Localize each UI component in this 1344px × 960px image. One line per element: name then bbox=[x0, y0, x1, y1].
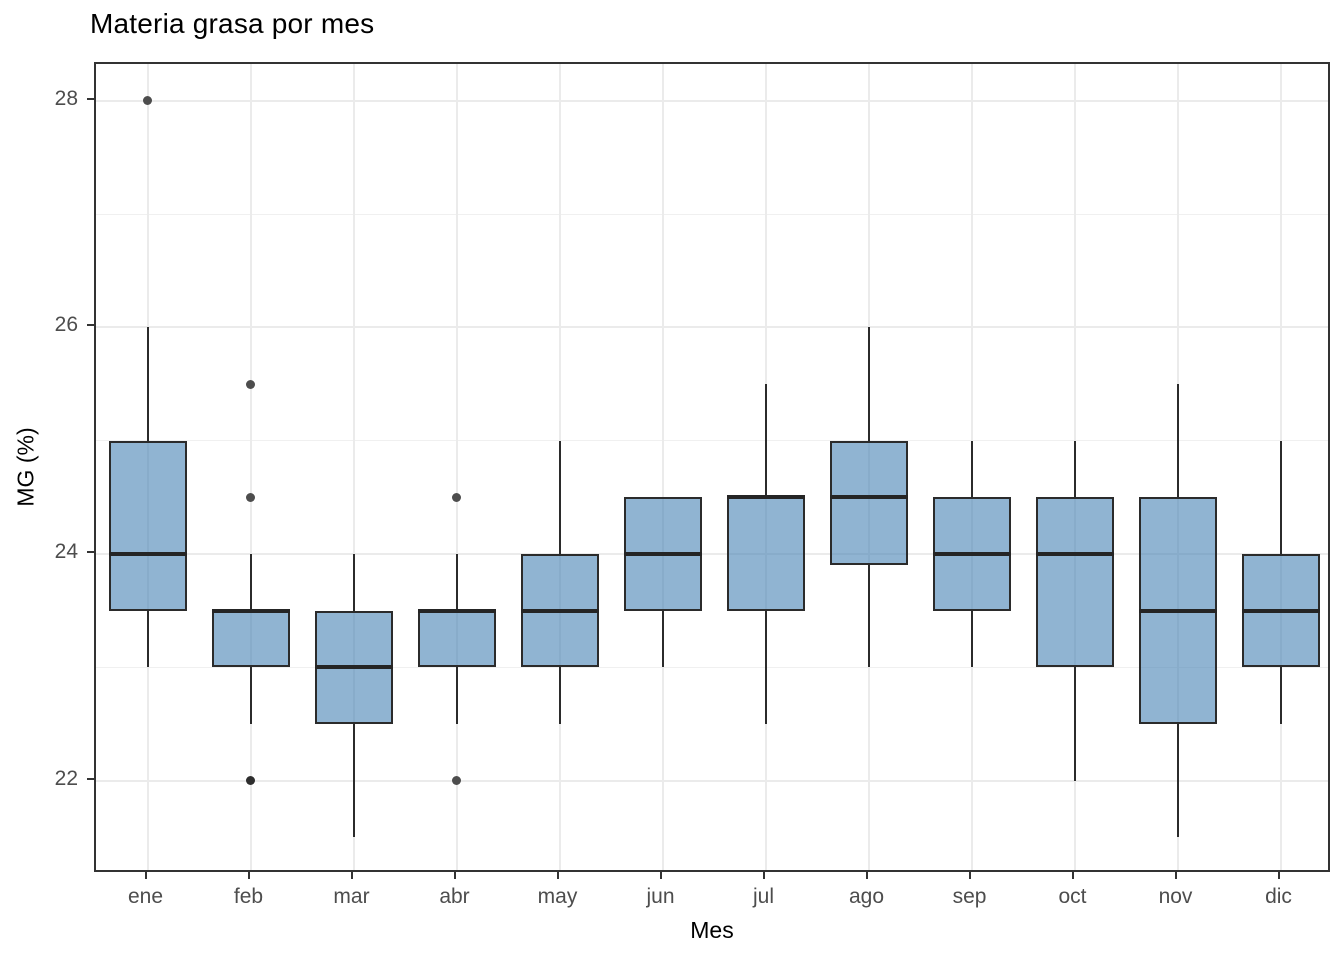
x-tick-mark bbox=[968, 872, 971, 879]
median-line bbox=[417, 608, 496, 613]
upper-whisker bbox=[1176, 384, 1179, 498]
lower-whisker bbox=[867, 565, 870, 668]
outlier-point bbox=[143, 96, 152, 106]
gridline-major-vertical bbox=[455, 64, 458, 870]
x-tick-mark bbox=[1071, 872, 1074, 879]
y-tick-mark bbox=[87, 324, 94, 327]
lower-whisker bbox=[1176, 723, 1179, 838]
boxplot-box bbox=[726, 497, 805, 611]
y-axis-title: MG (%) bbox=[12, 427, 39, 507]
gridline-major-vertical bbox=[661, 64, 664, 870]
x-tick-label: sep bbox=[952, 885, 987, 908]
outlier-point bbox=[246, 379, 255, 389]
lower-whisker bbox=[661, 610, 664, 668]
x-tick-mark bbox=[762, 872, 765, 879]
y-tick-label: 24 bbox=[54, 539, 78, 563]
y-tick-label: 26 bbox=[54, 313, 78, 337]
x-tick-mark bbox=[865, 872, 868, 879]
outlier-point bbox=[452, 776, 461, 786]
outlier-point bbox=[246, 776, 255, 786]
x-tick-mark bbox=[659, 872, 662, 879]
boxplot-box bbox=[108, 440, 187, 611]
x-tick-mark bbox=[556, 872, 559, 879]
gridline-minor-horizontal bbox=[96, 666, 1328, 668]
lower-whisker bbox=[764, 610, 767, 724]
x-tick-label: may bbox=[537, 885, 578, 908]
lower-whisker bbox=[249, 667, 252, 724]
lower-whisker bbox=[352, 723, 355, 838]
gridline-major-horizontal bbox=[96, 779, 1328, 782]
median-line bbox=[314, 665, 393, 670]
boxplot-box bbox=[829, 440, 908, 566]
median-line bbox=[520, 608, 599, 613]
upper-whisker bbox=[558, 440, 561, 554]
median-line bbox=[108, 551, 187, 556]
upper-whisker bbox=[1073, 440, 1076, 498]
outlier-point bbox=[452, 492, 461, 502]
x-axis-title: Mes bbox=[690, 917, 734, 943]
x-tick-label: abr bbox=[439, 885, 470, 908]
gridline-major-horizontal bbox=[96, 326, 1328, 329]
gridline-major-vertical bbox=[352, 64, 355, 870]
gridline-minor-horizontal bbox=[96, 213, 1328, 215]
median-line bbox=[932, 551, 1011, 556]
lower-whisker bbox=[1279, 667, 1282, 724]
plot-panel bbox=[94, 62, 1330, 872]
plot-title: Materia grasa por mes bbox=[90, 8, 375, 39]
y-tick-mark bbox=[87, 97, 94, 100]
x-tick-label: ago bbox=[848, 885, 885, 908]
x-tick-label: jun bbox=[646, 885, 675, 908]
x-tick-label: jul bbox=[752, 885, 774, 908]
upper-whisker bbox=[249, 553, 252, 611]
x-tick-label: nov bbox=[1158, 885, 1193, 908]
median-line bbox=[726, 495, 805, 500]
lower-whisker bbox=[558, 667, 561, 724]
boxplot-box bbox=[1035, 497, 1114, 668]
lower-whisker bbox=[970, 610, 973, 668]
lower-whisker bbox=[455, 667, 458, 724]
median-line bbox=[1138, 608, 1217, 613]
y-tick-label: 28 bbox=[54, 86, 78, 110]
outlier-point bbox=[246, 492, 255, 502]
x-tick-label: mar bbox=[333, 885, 370, 908]
upper-whisker bbox=[146, 327, 149, 441]
x-tick-label: feb bbox=[233, 885, 264, 908]
upper-whisker bbox=[455, 553, 458, 611]
y-tick-mark bbox=[87, 777, 94, 780]
x-tick-mark bbox=[144, 872, 147, 879]
median-line bbox=[1241, 608, 1320, 613]
x-tick-mark bbox=[247, 872, 250, 879]
x-tick-label: oct bbox=[1058, 885, 1087, 908]
boxplot-box bbox=[211, 610, 290, 668]
x-tick-mark bbox=[1174, 872, 1177, 879]
upper-whisker bbox=[764, 384, 767, 498]
x-tick-label: dic bbox=[1265, 885, 1292, 908]
gridline-major-horizontal bbox=[96, 99, 1328, 102]
x-tick-mark bbox=[350, 872, 353, 879]
boxplot-box bbox=[417, 610, 496, 668]
median-line bbox=[211, 608, 290, 613]
gridline-major-horizontal bbox=[96, 552, 1328, 555]
upper-whisker bbox=[352, 553, 355, 611]
x-tick-label: ene bbox=[127, 885, 164, 908]
median-line bbox=[1035, 551, 1114, 556]
gridline-minor-horizontal bbox=[96, 440, 1328, 442]
median-line bbox=[623, 551, 702, 556]
lower-whisker bbox=[1073, 667, 1076, 781]
median-line bbox=[829, 495, 908, 500]
gridline-major-vertical bbox=[249, 64, 252, 870]
lower-whisker bbox=[146, 610, 149, 668]
y-tick-mark bbox=[87, 550, 94, 553]
upper-whisker bbox=[1279, 440, 1282, 554]
x-tick-mark bbox=[453, 872, 456, 879]
x-tick-mark bbox=[1277, 872, 1280, 879]
upper-whisker bbox=[970, 440, 973, 498]
y-tick-label: 22 bbox=[54, 766, 78, 790]
upper-whisker bbox=[867, 327, 870, 441]
